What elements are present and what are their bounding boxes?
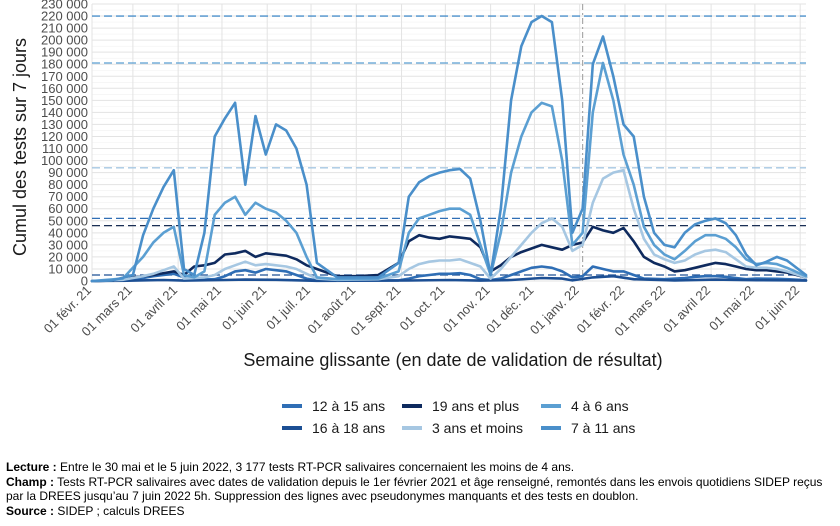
series-line-1 xyxy=(90,265,808,283)
footnotes: Lecture : Entre le 30 mai et le 5 juin 2… xyxy=(6,460,834,518)
y-tick-label: 140 000 xyxy=(41,105,88,120)
y-tick-label: 200 000 xyxy=(41,33,88,48)
y-tick-label: 190 000 xyxy=(41,45,88,60)
legend-label: 12 à 15 ans xyxy=(312,398,385,414)
champ-text: Tests RT-PCR salivaires avec dates de va… xyxy=(6,474,823,504)
y-tick-label: 90 000 xyxy=(48,165,88,180)
x-tick-label: 01 avril 22 xyxy=(660,283,713,336)
x-tick-label: 01 mai 21 xyxy=(173,283,224,334)
y-tick-label: 150 000 xyxy=(41,93,88,108)
series-line-5 xyxy=(90,61,808,283)
series-line-2 xyxy=(90,274,808,283)
legend-label: 7 à 11 ans xyxy=(571,420,635,436)
series-line-4 xyxy=(90,168,808,283)
y-tick-label: 120 000 xyxy=(41,129,88,144)
source-note: Source : SIDEP ; calculs DREES xyxy=(6,504,834,519)
x-tick-label: 01 janv. 22 xyxy=(527,283,582,338)
y-tick-label: 180 000 xyxy=(41,57,88,72)
y-tick-label: 210 000 xyxy=(41,21,88,36)
legend-label: 3 ans et moins xyxy=(432,420,523,436)
legend: 12 à 15 ans 19 ans et plus 4 à 6 ans 16 à 1… xyxy=(282,398,635,436)
source-text: SIDEP ; calculs DREES xyxy=(57,503,185,518)
y-tick-label: 230 000 xyxy=(41,0,88,12)
lecture-note: Lecture : Entre le 30 mai et le 5 juin 2… xyxy=(6,460,834,475)
x-tick-label: 01 mai 22 xyxy=(706,283,757,334)
y-tick-label: 220 000 xyxy=(41,9,88,24)
lecture-label: Lecture : xyxy=(6,460,57,474)
series-lines xyxy=(90,14,808,283)
y-tick-label: 50 000 xyxy=(48,213,88,228)
lecture-text: Entre le 30 mai et le 5 juin 2022, 3 177… xyxy=(60,460,575,474)
y-tick-label: 70 000 xyxy=(48,189,88,204)
x-tick-label: 01 juin 21 xyxy=(219,283,269,333)
y-tick-label: 110 000 xyxy=(42,141,88,156)
y-tick-label: 60 000 xyxy=(48,201,88,216)
legend-label: 4 à 6 ans xyxy=(571,398,629,414)
x-tick-label: 01 juin 22 xyxy=(752,283,802,333)
y-tick-label: 10 000 xyxy=(48,261,88,276)
source-label: Source : xyxy=(6,503,55,518)
y-tick-label: 40 000 xyxy=(48,225,88,240)
y-tick-label: 160 000 xyxy=(41,81,88,96)
y-tick-label: 0 xyxy=(81,274,88,289)
legend-label: 19 ans et plus xyxy=(432,398,519,414)
y-tick-label: 100 000 xyxy=(41,153,88,168)
x-axis-title: Semaine glissante (en date de validation… xyxy=(243,350,662,370)
champ-note: Champ : Tests RT-PCR salivaires avec dat… xyxy=(6,475,834,504)
series-line-6 xyxy=(90,14,808,283)
y-tick-label: 30 000 xyxy=(48,237,88,252)
x-tick-label: 01 avril 21 xyxy=(127,283,180,336)
y-tick-label: 170 000 xyxy=(41,69,88,84)
legend-label: 16 à 18 ans xyxy=(312,420,385,436)
y-tick-label: 130 000 xyxy=(41,117,88,132)
y-tick-label: 20 000 xyxy=(48,249,88,264)
y-axis-title: Cumul des tests sur 7 jours xyxy=(10,38,30,256)
reference-lines xyxy=(92,4,806,281)
champ-label: Champ : xyxy=(6,474,54,489)
y-tick-label: 80 000 xyxy=(48,177,88,192)
